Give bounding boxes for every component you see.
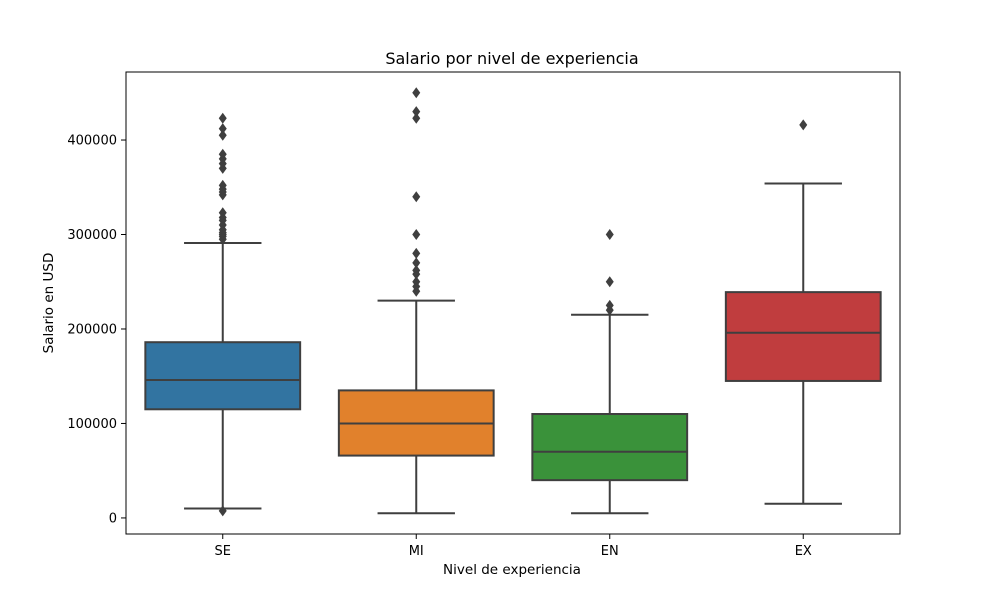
x-tick-label: SE bbox=[215, 544, 231, 559]
outlier-point bbox=[412, 247, 421, 259]
y-tick-label: 0 bbox=[109, 511, 117, 526]
outlier-point bbox=[218, 129, 227, 141]
outlier-point bbox=[412, 276, 421, 288]
outlier-point bbox=[218, 207, 227, 219]
chart-title: Salario por nivel de experiencia bbox=[385, 49, 638, 68]
outlier-point bbox=[218, 179, 227, 191]
outlier-point bbox=[412, 191, 421, 203]
box bbox=[531, 413, 689, 482]
outlier-point bbox=[412, 264, 421, 276]
plot-frame bbox=[125, 71, 901, 535]
x-tick-label: EX bbox=[795, 544, 812, 559]
outlier-point bbox=[605, 276, 614, 288]
y-axis-label: Salario en USD bbox=[41, 253, 57, 354]
x-axis-label: Nivel de experiencia bbox=[443, 562, 581, 578]
x-tick-label: MI bbox=[409, 544, 424, 559]
outlier-point bbox=[799, 119, 808, 131]
outlier-point bbox=[412, 257, 421, 269]
outlier-point bbox=[412, 229, 421, 241]
outlier-point bbox=[218, 112, 227, 124]
outlier-point bbox=[605, 299, 614, 311]
outlier-point bbox=[218, 148, 227, 160]
box-group-ex bbox=[724, 119, 882, 505]
outlier-point bbox=[218, 123, 227, 135]
box bbox=[724, 291, 882, 382]
outlier-point bbox=[412, 106, 421, 118]
outlier-point bbox=[412, 112, 421, 124]
y-axis: 0 100000 200000 300000 400000 bbox=[67, 134, 126, 526]
outlier-point bbox=[605, 229, 614, 241]
box-group-mi bbox=[337, 87, 495, 515]
x-tick-label: EN bbox=[601, 544, 619, 559]
box-group-en bbox=[531, 229, 689, 515]
y-tick-label: 200000 bbox=[67, 322, 117, 337]
y-tick-label: 300000 bbox=[67, 228, 117, 243]
outlier-point bbox=[218, 505, 227, 517]
outlier-point bbox=[412, 87, 421, 99]
y-tick-label: 100000 bbox=[67, 417, 117, 432]
y-tick-label: 400000 bbox=[67, 134, 117, 149]
box-group-se bbox=[144, 112, 302, 517]
box bbox=[144, 341, 302, 411]
x-axis: SE MI EN EX bbox=[215, 534, 812, 559]
plot-area bbox=[144, 87, 882, 517]
